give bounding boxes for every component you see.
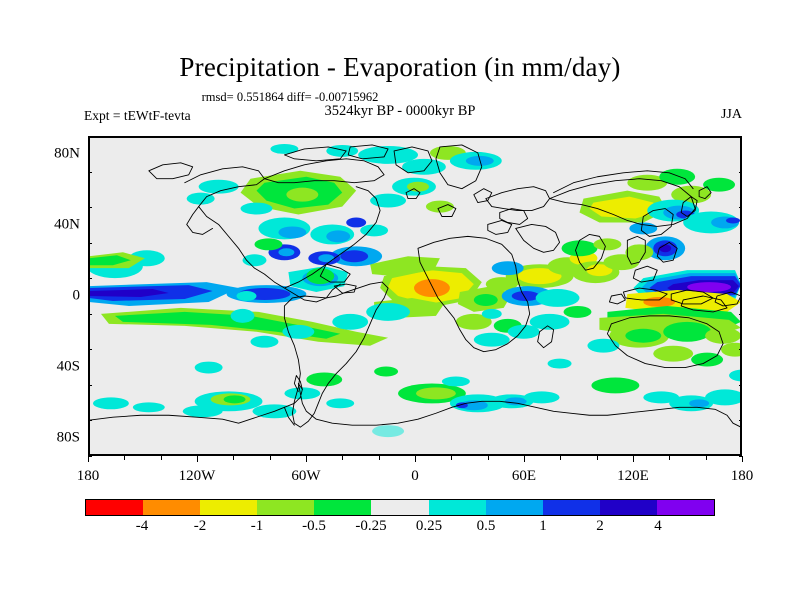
y-axis-tick [738, 278, 742, 279]
x-axis-tick [524, 456, 525, 462]
rmsd-statistics-label: rmsd= 0.551864 diff= -0.00715962 [201, 90, 379, 104]
y-axis-label: 80N [54, 145, 80, 162]
world-anomaly-map [89, 137, 741, 455]
y-axis-tick [738, 172, 742, 173]
colorbar-tick-label: -1 [250, 518, 264, 534]
x-axis-label: 180 [730, 468, 754, 484]
x-axis-tick [306, 456, 307, 462]
y-axis-tick [88, 243, 92, 244]
x-axis-tick [88, 456, 89, 462]
season-label: JJA [720, 107, 742, 122]
colorbar-tick-label: 0.5 [476, 518, 496, 534]
y-axis-label: 40S [56, 358, 80, 375]
colorbar-swatch [86, 500, 144, 515]
y-axis-label: 0 [72, 287, 81, 304]
anomaly-field [89, 143, 741, 438]
colorbar-tick-label: -0.25 [355, 518, 387, 534]
coastlines [89, 144, 741, 428]
x-axis-tick [742, 456, 743, 462]
x-axis-label: 60E [511, 468, 537, 484]
colorbar-swatch [599, 500, 657, 515]
x-axis-tick [706, 456, 707, 460]
colorbar-tick-label: 4 [654, 518, 662, 534]
y-axis-tick [88, 385, 92, 386]
y-axis-tick [738, 420, 742, 421]
x-axis-tick [379, 456, 380, 460]
y-axis-tick [88, 172, 92, 173]
colorbar-tick-label: -2 [193, 518, 207, 534]
y-axis-label: 80S [56, 429, 80, 446]
colorbar-tick-label: -4 [135, 518, 149, 534]
colorbar-tick-label: 0.25 [415, 518, 443, 534]
x-axis-tick [270, 456, 271, 460]
period-label: 3524kyr BP - 0000kyr BP [324, 103, 476, 119]
y-axis-tick [738, 207, 742, 208]
colorbar-swatch [143, 500, 201, 515]
x-axis-tick [451, 456, 452, 460]
x-axis-tick [342, 456, 343, 460]
y-axis-tick [88, 456, 92, 457]
colorbar-swatch [485, 500, 543, 515]
colorbar-swatch [656, 500, 715, 515]
y-axis-tick [88, 420, 92, 421]
x-axis-label: 60W [291, 468, 321, 484]
x-axis-tick [597, 456, 598, 460]
x-axis-tick [197, 456, 198, 462]
colorbar-swatches [85, 499, 715, 516]
y-axis-tick [738, 456, 742, 457]
x-axis-tick [669, 456, 670, 460]
y-axis-tick [738, 243, 742, 244]
x-axis-tick [233, 456, 234, 460]
x-axis-tick [415, 456, 416, 462]
colorbar-swatch [371, 500, 429, 515]
x-axis-label: 180 [76, 468, 100, 484]
y-axis-tick [88, 278, 92, 279]
x-axis-tick [633, 456, 634, 462]
colorbar-tick-label: -0.5 [302, 518, 326, 534]
colorbar-tick-label: 1 [539, 518, 547, 534]
y-axis-label: 40N [54, 216, 80, 233]
colorbar-swatch [542, 500, 600, 515]
x-axis-tick [560, 456, 561, 460]
x-axis-tick [488, 456, 489, 460]
map-plot-area [88, 136, 742, 456]
y-axis-tick [88, 207, 92, 208]
colorbar-tick-label: 2 [596, 518, 604, 534]
experiment-label: Expt = tEWtF-tevta [84, 108, 191, 123]
y-axis-tick [88, 349, 92, 350]
x-axis-tick [161, 456, 162, 460]
y-axis-tick [88, 314, 92, 315]
y-axis-tick [738, 385, 742, 386]
colorbar-swatch [200, 500, 258, 515]
y-axis-tick [738, 136, 742, 137]
y-axis-tick [88, 136, 92, 137]
colorbar-swatch [257, 500, 315, 515]
colorbar-swatch [428, 500, 486, 515]
x-axis-label: 120W [178, 468, 216, 484]
y-axis-tick [738, 349, 742, 350]
x-axis-tick [124, 456, 125, 460]
colorbar-swatch [314, 500, 372, 515]
page-title: Precipitation - Evaporation (in mm/day) [179, 52, 621, 82]
x-axis-label: 120E [617, 468, 649, 484]
y-axis-tick [738, 314, 742, 315]
colorbar: -4 -2 -1 -0.5 -0.25 0.25 0.5 1 2 4 [85, 499, 715, 534]
x-axis-label: 0 [411, 468, 419, 484]
